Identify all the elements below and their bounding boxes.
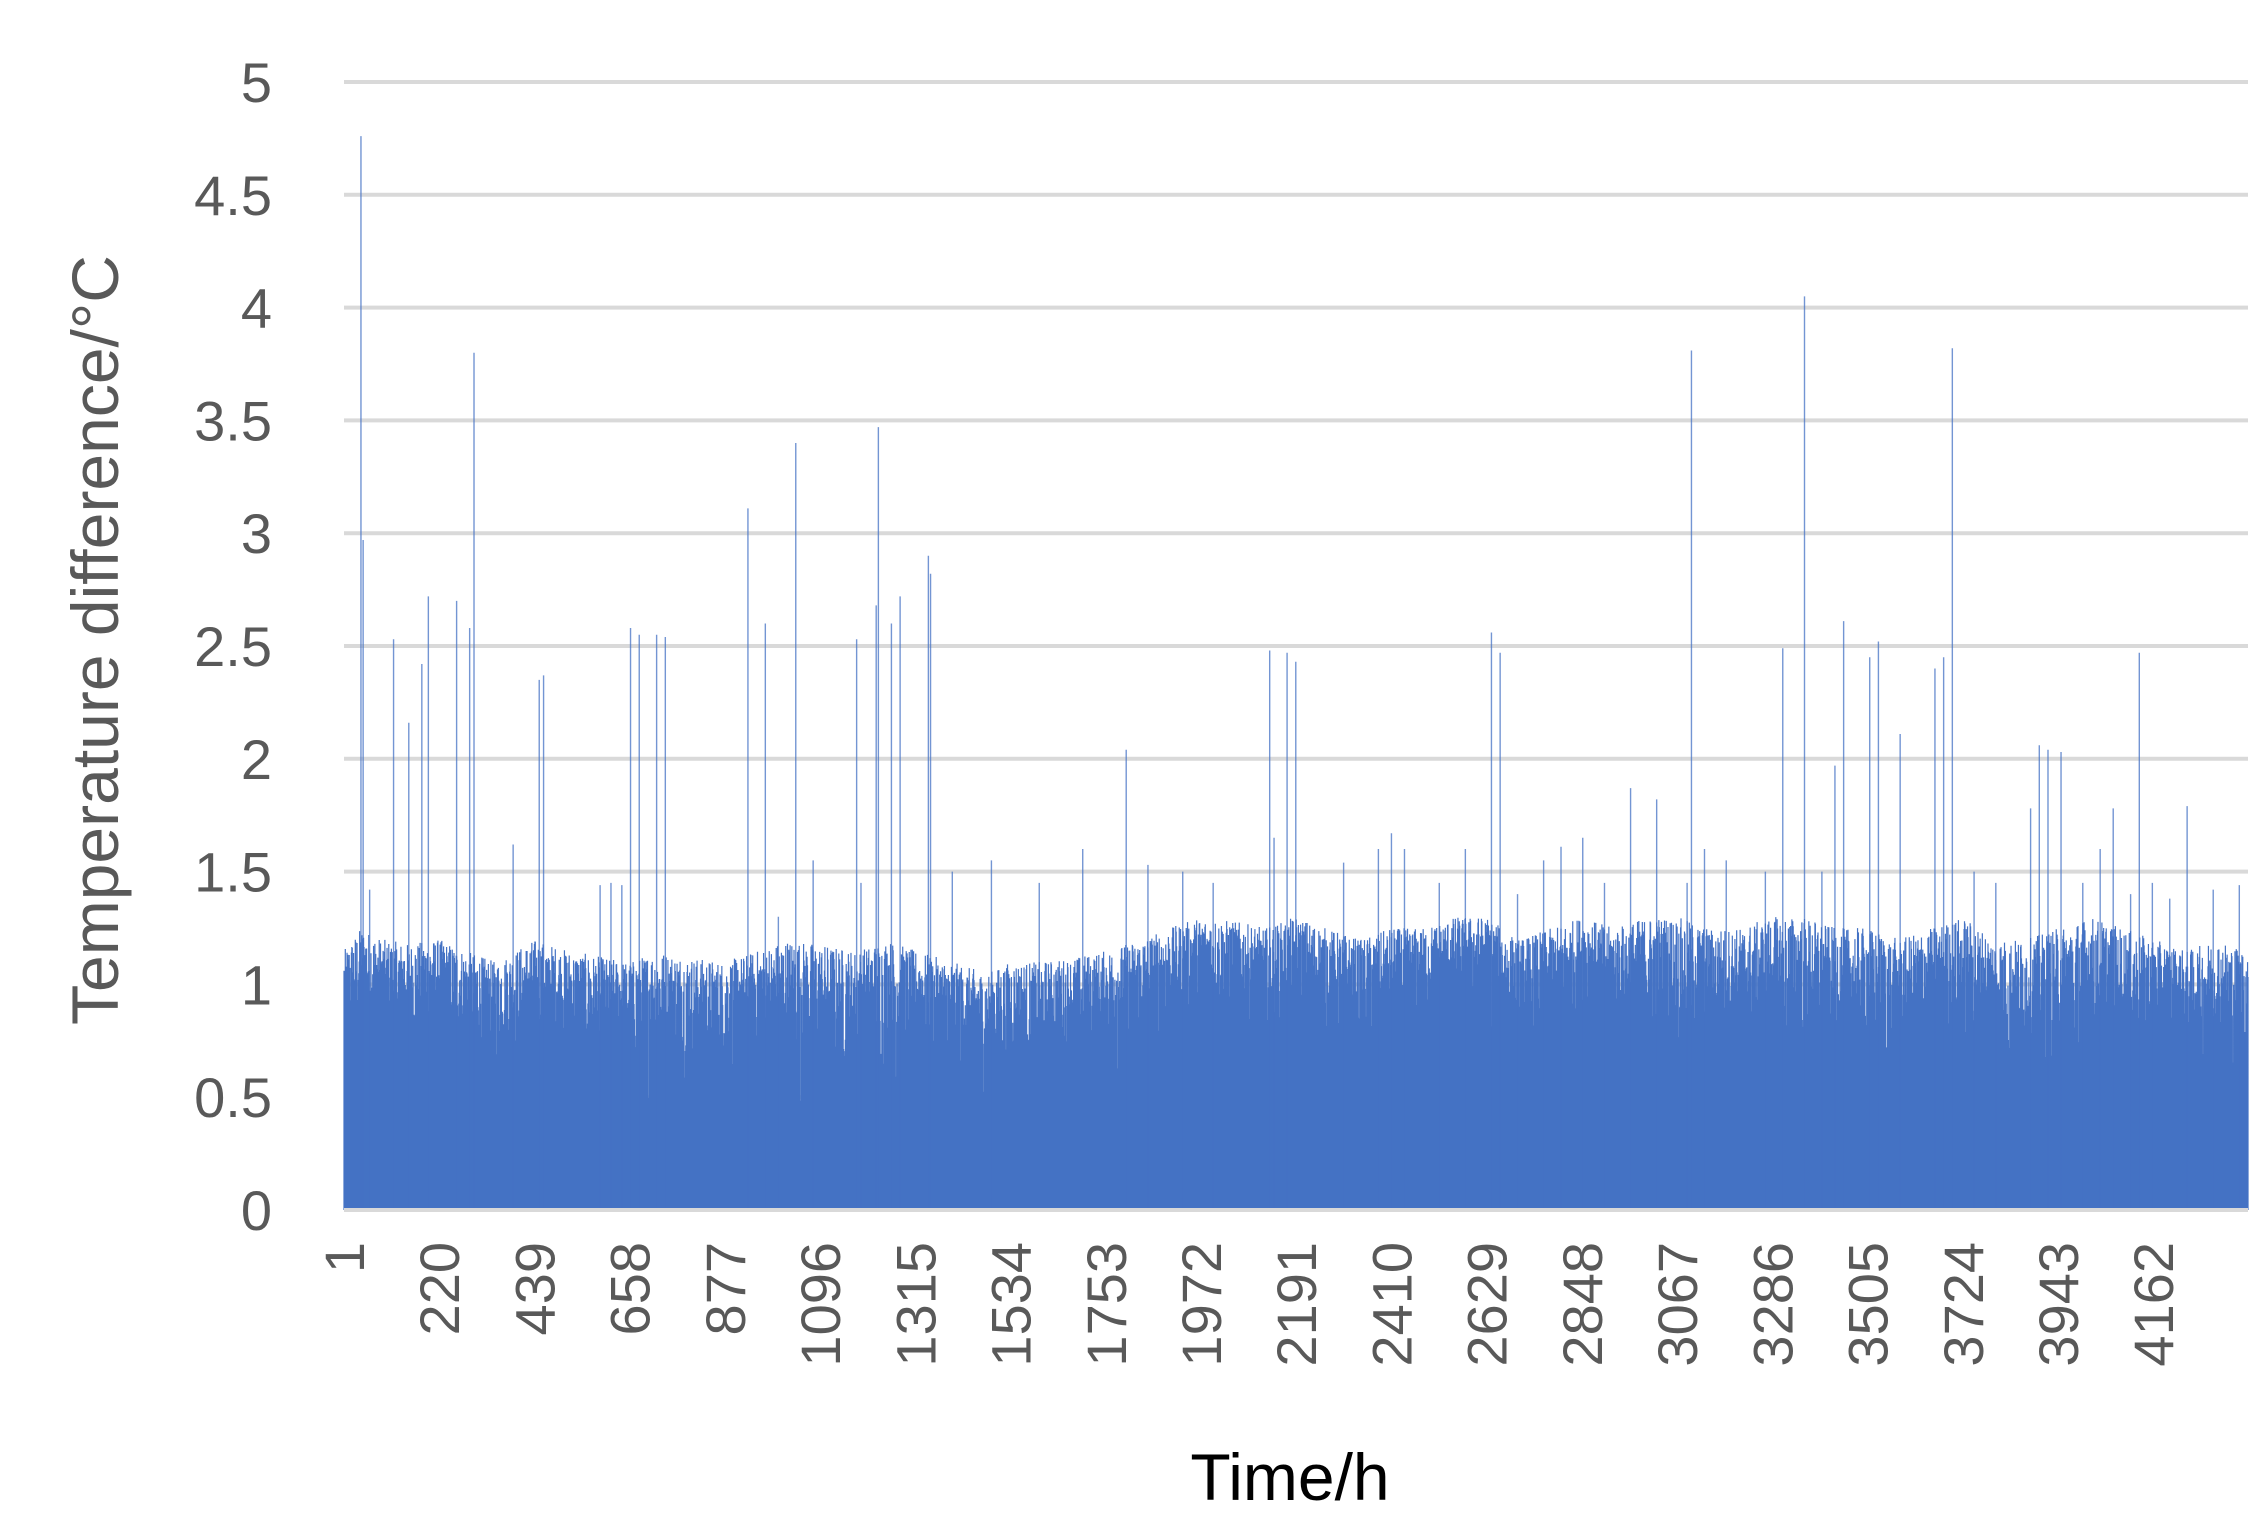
- y-axis-ticks: 0 0.5 1 1.5 2 2.5 3 3.5 4 4.5 5: [194, 51, 272, 1242]
- x-tick-label: 1972: [1170, 1242, 1233, 1367]
- x-tick-label: 439: [503, 1242, 566, 1335]
- y-axis-title: Temperature difference/°C: [58, 255, 132, 1025]
- x-axis-title: Time/h: [1190, 1440, 1389, 1514]
- x-tick-label: 1096: [789, 1242, 852, 1367]
- y-tick-label: 1.5: [194, 841, 272, 904]
- bar-series: [343, 136, 2249, 1212]
- x-tick-label: 3943: [2027, 1242, 2090, 1367]
- x-tick-label: 1753: [1075, 1242, 1138, 1367]
- x-tick-label: 220: [408, 1242, 471, 1335]
- y-tick-label: 5: [241, 51, 272, 114]
- x-tick-label: 2410: [1360, 1242, 1423, 1367]
- x-tick-label: 658: [599, 1242, 662, 1335]
- x-tick-label: 1315: [884, 1242, 947, 1367]
- x-tick-label: 2629: [1456, 1242, 1519, 1367]
- y-tick-label: 0.5: [194, 1066, 272, 1129]
- y-tick-label: 2.5: [194, 615, 272, 678]
- x-tick-label: 1: [313, 1242, 376, 1273]
- x-tick-label: 877: [694, 1242, 757, 1335]
- y-tick-label: 2: [241, 728, 272, 791]
- y-tick-label: 3.5: [194, 389, 272, 452]
- y-tick-label: 1: [241, 953, 272, 1016]
- x-tick-label: 4162: [2122, 1242, 2185, 1367]
- x-tick-label: 1534: [980, 1242, 1043, 1367]
- bar-fill: [343, 917, 2249, 1210]
- y-tick-label: 4: [241, 277, 272, 340]
- x-tick-label: 3505: [1837, 1242, 1900, 1367]
- x-tick-label: 3724: [1932, 1242, 1995, 1367]
- x-tick-label: 2848: [1551, 1242, 1614, 1367]
- x-tick-label: 3286: [1741, 1242, 1804, 1367]
- x-tick-label: 3067: [1646, 1242, 1709, 1367]
- y-tick-label: 3: [241, 502, 272, 565]
- y-tick-label: 0: [241, 1179, 272, 1242]
- y-tick-label: 4.5: [194, 164, 272, 227]
- x-axis-ticks: 1 220 439 658 877 1096 1315 1534 1753 1972 2191 241…: [313, 1242, 2185, 1367]
- x-tick-label: 2191: [1265, 1242, 1328, 1367]
